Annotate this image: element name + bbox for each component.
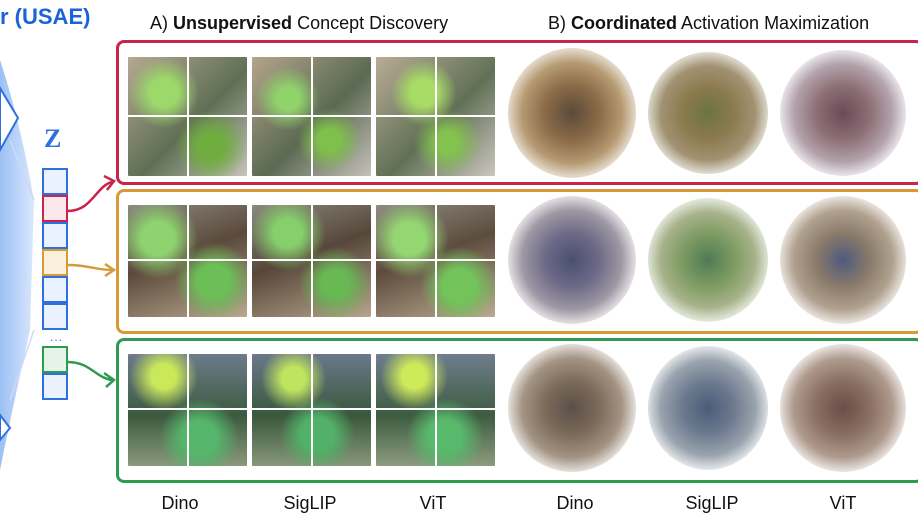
concept-row-snakes	[116, 40, 918, 185]
concept-row-crowds	[116, 338, 918, 483]
encoder-shape	[0, 60, 34, 470]
latent-cell	[42, 276, 68, 303]
section-a-title: A) Unsupervised Concept Discovery	[150, 13, 449, 33]
row2-connector	[67, 263, 113, 272]
latent-cell-row1	[42, 195, 68, 222]
concept-row-animal-faces	[116, 189, 918, 334]
act-max-siglip-crowds	[648, 346, 768, 470]
col-label-b-dino: Dino	[556, 493, 594, 513]
encoder-arrow-bottom	[0, 413, 12, 442]
act-max-dino-crowds	[508, 344, 636, 472]
latent-cell-row2	[42, 249, 68, 276]
latent-cell	[42, 168, 68, 195]
col-label-a-vit: ViT	[419, 493, 447, 513]
act-max-dino-animals	[508, 196, 636, 324]
section-b-title: B) Coordinated Activation Maximization	[548, 13, 870, 33]
act-max-vit-crowds	[780, 344, 906, 472]
latent-z-label: Z	[44, 124, 62, 153]
col-label-a-dino: Dino	[161, 493, 199, 513]
row3-connector	[67, 360, 113, 382]
latent-cell-row3	[42, 346, 68, 373]
latent-cell	[42, 303, 68, 330]
latent-cell	[42, 222, 68, 249]
col-label-a-siglip: SigLIP	[283, 493, 337, 513]
row1-connector	[67, 180, 113, 213]
act-max-vit-snakes	[780, 50, 906, 176]
latent-cell	[42, 373, 68, 400]
act-max-vit-animals	[780, 196, 906, 324]
col-label-b-siglip: SigLIP	[685, 493, 739, 513]
latent-ellipsis: ...	[50, 330, 64, 344]
act-max-dino-snakes	[508, 48, 636, 178]
architecture-title: r (USAE)	[0, 4, 91, 29]
act-max-siglip-snakes	[648, 52, 768, 174]
encoder-arrow-top	[0, 86, 20, 153]
act-max-siglip-animals	[648, 198, 768, 322]
col-label-b-vit: ViT	[829, 493, 857, 513]
